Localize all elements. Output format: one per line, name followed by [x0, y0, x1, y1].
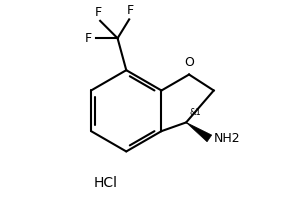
Text: O: O: [184, 56, 194, 69]
Text: NH2: NH2: [214, 132, 240, 145]
Text: F: F: [127, 4, 134, 17]
Text: F: F: [84, 32, 91, 45]
Text: HCl: HCl: [94, 176, 118, 190]
Text: F: F: [95, 6, 102, 19]
Polygon shape: [186, 123, 212, 142]
Text: &1: &1: [190, 108, 202, 117]
